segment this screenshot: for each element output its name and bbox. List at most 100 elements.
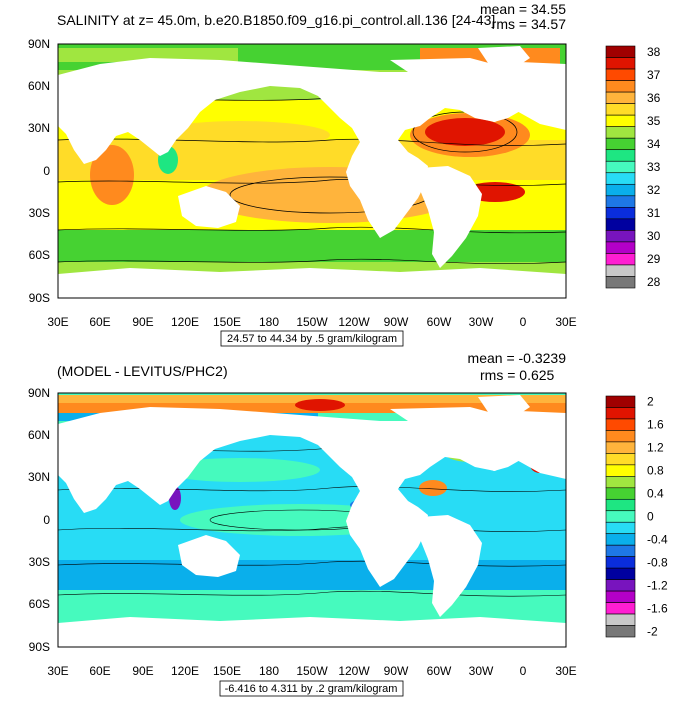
lon-label: 90W <box>384 315 409 329</box>
colorbar-label: -0.8 <box>647 555 668 569</box>
salinity-lon-axis: 30E 60E 90E 120E 150E 180 150W 120W 90W … <box>47 315 576 329</box>
lat-label: 90N <box>28 37 50 51</box>
colorbar-label: 1.6 <box>647 418 664 432</box>
lon-label: 150W <box>296 664 328 678</box>
lon-label: 60E <box>89 315 110 329</box>
difference-contour-note: -6.416 to 4.311 by .2 gram/kilogram <box>225 683 398 695</box>
lon-label: 90E <box>132 315 153 329</box>
difference-note-box <box>219 680 404 697</box>
colorbar-swatch <box>605 476 636 489</box>
colorbar-label: 0.8 <box>647 464 664 478</box>
colorbar-label: -2 <box>647 624 658 638</box>
colorbar-swatch <box>605 103 636 116</box>
lat-label: 90S <box>29 291 50 305</box>
salinity-panel: SALINITY at z= 45.0m, b.e20.B1850.f09_g1… <box>28 1 661 347</box>
salinity-frame <box>57 43 567 299</box>
colorbar-swatch <box>605 613 636 626</box>
lat-label: 60N <box>28 428 50 442</box>
land-salinity <box>58 46 566 298</box>
difference-colorbar: 2 1.6 1.2 0.8 0.4 0 -0.4 -0.8 -1.2 -1.6 -2 <box>605 395 668 638</box>
colorbar-swatch <box>605 418 636 431</box>
colorbar-label: 28 <box>647 275 661 289</box>
colorbar-label: 37 <box>647 68 661 82</box>
colorbar-swatch <box>605 195 636 208</box>
lon-label: 180 <box>259 664 279 678</box>
lon-label: 30E <box>47 664 68 678</box>
lon-label: 30E <box>47 315 68 329</box>
colorbar-swatch <box>605 544 636 557</box>
colorbar-swatch <box>605 68 636 81</box>
difference-patch <box>160 458 320 482</box>
salinity-mean: mean = 34.55 <box>480 1 566 17</box>
colorbar-label: -1.2 <box>647 578 668 592</box>
salinity-band <box>58 48 238 62</box>
lat-label: 30S <box>29 555 50 569</box>
salinity-map <box>58 44 566 298</box>
difference-patch <box>419 480 447 496</box>
lat-label: 30N <box>28 121 50 135</box>
lon-label: 60W <box>427 315 452 329</box>
colorbar-swatch <box>605 91 636 104</box>
lon-label: 120E <box>171 664 199 678</box>
colorbar-swatch <box>605 264 636 277</box>
colorbar-swatch <box>605 579 636 592</box>
colorbar-swatch <box>605 183 636 197</box>
lat-label: 60S <box>29 248 50 262</box>
salinity-band <box>58 232 566 262</box>
colorbar-swatch <box>605 126 636 139</box>
difference-panel: (MODEL - LEVITUS/PHC2) mean = -0.3239 rm… <box>28 350 668 697</box>
lon-label: 150W <box>296 315 328 329</box>
lon-label: 90E <box>132 664 153 678</box>
colorbar-label: 0 <box>647 510 654 524</box>
colorbar-swatch <box>605 241 636 254</box>
lon-label: 0 <box>520 315 527 329</box>
lon-label: 30E <box>555 664 576 678</box>
lon-label: 30E <box>555 315 576 329</box>
difference-rms: rms = 0.625 <box>480 367 555 383</box>
lat-label: 0 <box>43 513 50 527</box>
lon-label: 150E <box>213 664 241 678</box>
colorbar-swatch <box>605 218 636 231</box>
difference-map <box>58 393 566 647</box>
colorbar-swatch <box>605 487 636 500</box>
colorbar-label: 0.4 <box>647 487 664 501</box>
salinity-colorbar: 38 37 36 35 34 33 32 31 30 29 28 <box>605 45 661 289</box>
lat-label: 60S <box>29 597 50 611</box>
colorbar-label: 33 <box>647 160 661 174</box>
lat-label: 90N <box>28 386 50 400</box>
colorbar-swatch <box>605 441 636 454</box>
colorbar-swatch <box>605 207 636 220</box>
colorbar-swatch <box>605 230 636 243</box>
colorbar-swatch <box>605 407 636 420</box>
colorbar-swatch <box>605 114 636 127</box>
land-difference <box>58 395 566 647</box>
difference-lat-axis: 90N 60N 30N 0 30S 60S 90S <box>28 386 50 654</box>
lat-label: 30N <box>28 470 50 484</box>
colorbar-swatch <box>605 510 636 523</box>
difference-title: (MODEL - LEVITUS/PHC2) <box>57 363 228 379</box>
salinity-note-box <box>220 330 404 347</box>
colorbar-swatch <box>605 160 636 174</box>
lon-label: 120E <box>171 315 199 329</box>
lon-label: 60E <box>89 664 110 678</box>
lon-label: 120W <box>338 315 370 329</box>
colorbar-label: 34 <box>647 137 661 151</box>
colorbar-label: 35 <box>647 114 661 128</box>
colorbar-swatch <box>605 625 636 638</box>
lon-label: 30W <box>469 315 494 329</box>
difference-lon-axis: 30E 60E 90E 120E 150E 180 150W 120W 90W … <box>47 664 576 678</box>
lon-label: 120W <box>338 664 370 678</box>
colorbar-swatch <box>605 253 636 266</box>
colorbar-label: 29 <box>647 252 661 266</box>
colorbar-swatch <box>605 464 636 477</box>
colorbar-swatch <box>605 498 636 512</box>
colorbar-label: 30 <box>647 229 661 243</box>
colorbar-swatch <box>605 149 636 162</box>
colorbar-label: 36 <box>647 91 661 105</box>
colorbar-label: 31 <box>647 206 661 220</box>
colorbar-swatch <box>605 521 636 535</box>
salinity-rms: rms = 34.57 <box>492 16 567 32</box>
lat-label: 60N <box>28 79 50 93</box>
colorbar-swatch <box>605 602 636 615</box>
